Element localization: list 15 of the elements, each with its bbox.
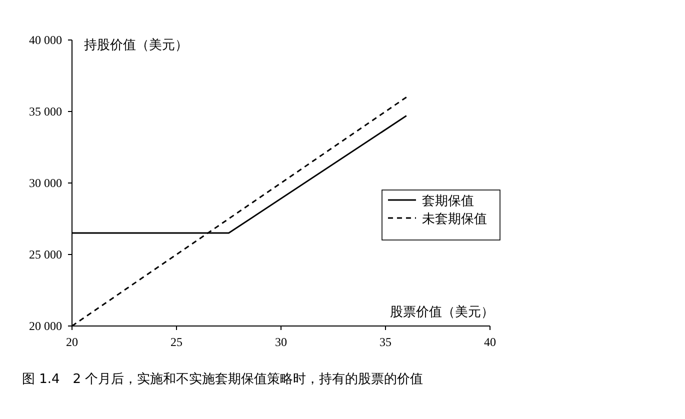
y-axis-title: 持股价值（美元） <box>84 37 188 53</box>
x-tick-label: 20 <box>66 335 78 349</box>
y-tick-label: 20 000 <box>29 319 62 333</box>
legend-label: 套期保值 <box>422 194 474 209</box>
y-tick-label: 35 000 <box>29 104 62 118</box>
y-tick-label: 40 000 <box>29 33 62 47</box>
caption: 图 1.4 2 个月后，实施和不实施套期保值策略时，持有的股票的价值 <box>22 372 424 387</box>
x-tick-label: 40 <box>484 335 496 349</box>
x-axis-title: 股票价值（美元） <box>390 304 494 320</box>
y-tick-label: 25 000 <box>29 248 62 262</box>
x-tick-label: 25 <box>170 335 182 349</box>
x-tick-label: 30 <box>275 335 287 349</box>
y-tick-label: 30 000 <box>29 176 62 190</box>
x-tick-label: 35 <box>380 335 392 349</box>
legend-label: 未套期保值 <box>422 212 487 227</box>
